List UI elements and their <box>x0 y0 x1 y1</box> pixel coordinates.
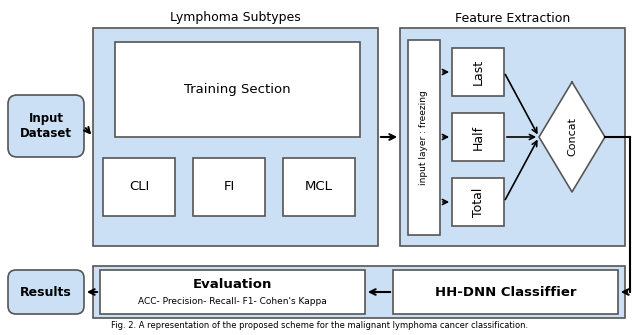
FancyBboxPatch shape <box>8 270 84 314</box>
Text: Concat: Concat <box>567 118 577 156</box>
Text: input layer : freezing: input layer : freezing <box>419 90 429 185</box>
Text: FI: FI <box>223 181 235 194</box>
Text: Fig. 2. A representation of the proposed scheme for the malignant lymphoma cance: Fig. 2. A representation of the proposed… <box>111 321 529 330</box>
Bar <box>452 178 504 226</box>
Text: Feature Extraction: Feature Extraction <box>455 11 570 24</box>
Bar <box>193 158 265 216</box>
Text: CLI: CLI <box>129 181 149 194</box>
FancyBboxPatch shape <box>8 95 84 157</box>
Bar <box>93 28 378 246</box>
Bar <box>393 270 618 314</box>
Text: MCL: MCL <box>305 181 333 194</box>
Bar <box>408 40 440 235</box>
Text: Training Section: Training Section <box>184 83 291 96</box>
Bar <box>93 266 625 318</box>
Text: Last: Last <box>472 59 484 85</box>
Bar <box>452 48 504 96</box>
Text: Lymphoma Subtypes: Lymphoma Subtypes <box>170 11 301 24</box>
Bar <box>103 158 175 216</box>
Text: Input
Dataset: Input Dataset <box>20 112 72 140</box>
Text: Evaluation: Evaluation <box>193 277 272 290</box>
Text: Half: Half <box>472 124 484 149</box>
Text: HH-DNN Classiffier: HH-DNN Classiffier <box>435 285 576 298</box>
Bar <box>400 28 625 246</box>
Bar <box>452 113 504 161</box>
Polygon shape <box>539 82 605 192</box>
Bar <box>115 42 360 137</box>
Text: Total: Total <box>472 187 484 217</box>
Bar <box>100 270 365 314</box>
Text: ACC- Precision- Recall- F1- Cohen's Kappa: ACC- Precision- Recall- F1- Cohen's Kapp… <box>138 296 327 306</box>
Bar <box>283 158 355 216</box>
Text: Results: Results <box>20 285 72 298</box>
